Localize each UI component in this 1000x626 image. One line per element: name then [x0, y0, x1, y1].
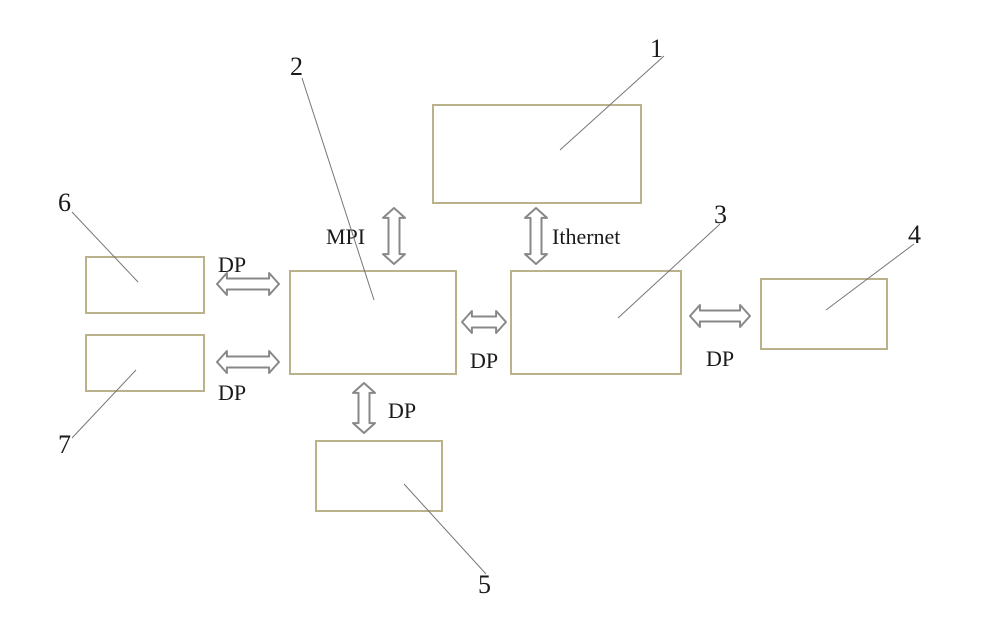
- node-2: [289, 270, 457, 375]
- arrow-a_2_3: [462, 311, 506, 333]
- label-3: 3: [714, 200, 727, 230]
- arrow-a_1_3: [525, 208, 547, 264]
- node-6: [85, 256, 205, 314]
- arrow-a_2_5: [353, 383, 375, 433]
- arrow-a_1_2: [383, 208, 405, 264]
- label-2: 2: [290, 52, 303, 82]
- edge-label-dp-7-2: DP: [218, 380, 246, 406]
- edge-label-dp-6-2: DP: [218, 252, 246, 278]
- edge-label-mpi: MPI: [326, 224, 365, 250]
- edge-label-dp-2-5: DP: [388, 398, 416, 424]
- edge-label-dp-2-3: DP: [470, 348, 498, 374]
- arrow-a_7_2: [217, 351, 279, 373]
- node-3: [510, 270, 682, 375]
- label-4: 4: [908, 220, 921, 250]
- label-5: 5: [478, 570, 491, 600]
- edge-label-dp-3-4: DP: [706, 346, 734, 372]
- node-5: [315, 440, 443, 512]
- leader-l2: [302, 78, 374, 300]
- label-6: 6: [58, 188, 71, 218]
- arrow-a_3_4: [690, 305, 750, 327]
- label-7: 7: [58, 430, 71, 460]
- label-1: 1: [650, 34, 663, 64]
- diagram-canvas: 1 2 3 4 5 6 7 MPI Ithernet DP DP DP DP D…: [0, 0, 1000, 626]
- edge-label-ithernet: Ithernet: [552, 224, 620, 250]
- node-7: [85, 334, 205, 392]
- node-4: [760, 278, 888, 350]
- node-1: [432, 104, 642, 204]
